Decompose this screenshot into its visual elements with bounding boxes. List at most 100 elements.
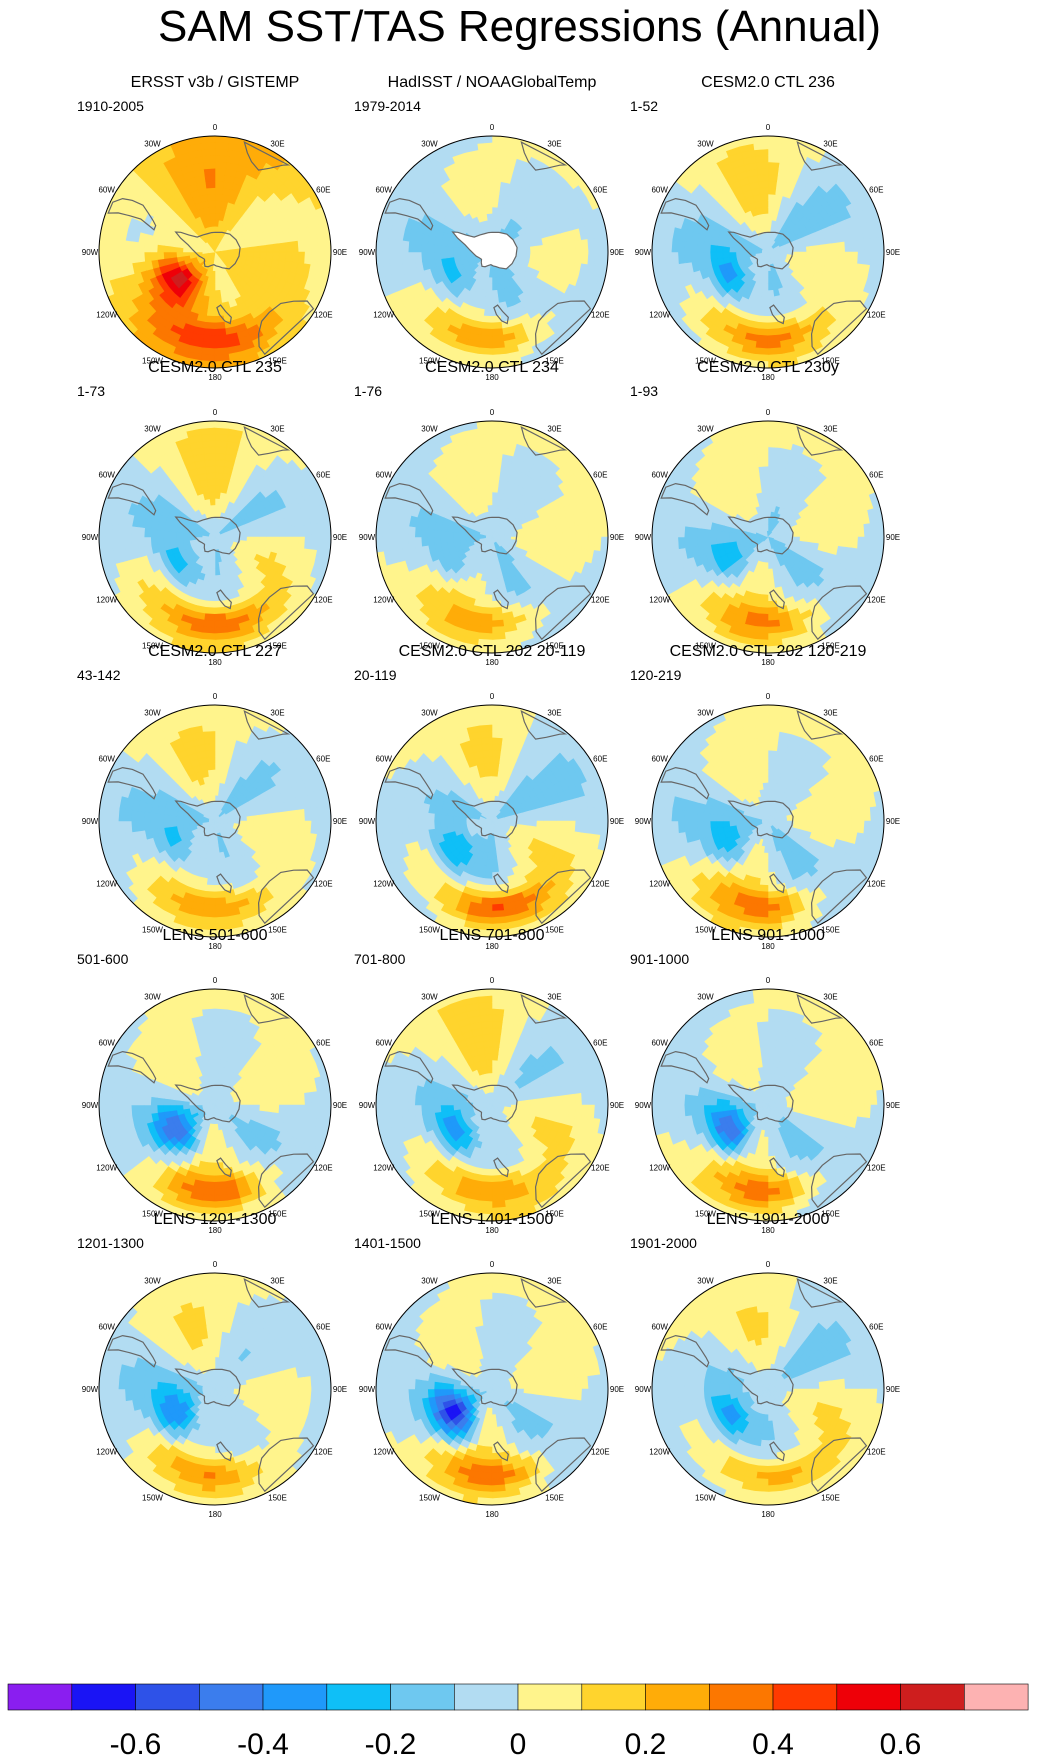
antarctica-coastline xyxy=(174,231,241,270)
regression-cell xyxy=(99,251,107,268)
longitude-label: 120W xyxy=(373,311,394,320)
regression-cell xyxy=(764,510,769,519)
longitude-label: 60E xyxy=(316,186,330,195)
longitude-label: 30W xyxy=(144,425,161,434)
regression-cell xyxy=(491,555,496,564)
panel-period: 1910-2005 xyxy=(77,98,144,114)
longitude-label: 30E xyxy=(547,140,561,149)
longitude-label: 60W xyxy=(375,186,392,195)
panel-title: CESM2.0 CTL 235 xyxy=(148,359,282,376)
coastline xyxy=(216,304,232,325)
longitude-label: 120E xyxy=(867,311,886,320)
longitude-label: 30E xyxy=(547,425,561,434)
map-panel: 0 30E 60E 90E 120E 150E 180 150W 120W 90W 60W 30W CE… xyxy=(618,359,918,669)
regression-cell xyxy=(491,360,508,368)
longitude-label: 30W xyxy=(421,140,438,149)
longitude-label: 150W xyxy=(419,356,440,365)
panel-title: HadISST / NOAAGlobalTemp xyxy=(387,74,597,91)
coastline xyxy=(534,300,592,356)
map-panel: 0 30E 60E 90E 120E 150E 180 150W 120W 90W 60W 30W CE… xyxy=(65,359,365,669)
longitude-label: 30W xyxy=(421,425,438,434)
regression-cell xyxy=(199,136,216,144)
panel-period: 1-76 xyxy=(354,383,383,399)
longitude-label: 0 xyxy=(490,408,495,417)
antarctica-coastline xyxy=(451,231,518,270)
map-panel: 0 30E 60E 90E 120E 150E 180 150W 120W 90W 60W 30W Ha… xyxy=(342,74,642,384)
longitude-label: 0 xyxy=(213,408,218,417)
coastline xyxy=(257,300,315,356)
longitude-label: 30E xyxy=(823,140,837,149)
longitude-label: 120W xyxy=(649,311,670,320)
longitude-label: 90W xyxy=(82,533,99,542)
longitude-label: 0 xyxy=(213,123,218,132)
regression-cell xyxy=(767,555,772,564)
regression-cell xyxy=(376,251,384,268)
longitude-label: 60W xyxy=(651,186,668,195)
longitude-label: 30W xyxy=(697,140,714,149)
longitude-label: 120W xyxy=(96,311,117,320)
polar-map: 0 30E 60E 90E 120E 150E 180 150W 120W 90W 60W 30W xyxy=(359,123,624,382)
longitude-label: 120E xyxy=(314,596,333,605)
map-border xyxy=(98,135,332,369)
longitude-label: 150E xyxy=(268,356,287,365)
longitude-label: 150W xyxy=(142,356,163,365)
regression-cell xyxy=(214,360,231,368)
longitude-label: 120E xyxy=(314,311,333,320)
longitude-label: 180 xyxy=(208,373,222,382)
regression-cell xyxy=(211,510,216,519)
coastline xyxy=(107,197,157,231)
regression-cell xyxy=(764,225,769,234)
longitude-label: 90W xyxy=(359,248,376,257)
longitude-label: 60E xyxy=(593,186,607,195)
longitude-label: 150E xyxy=(545,356,564,365)
longitude-label: 60W xyxy=(98,471,115,480)
panel-period: 1-73 xyxy=(77,383,106,399)
regression-cell xyxy=(488,510,493,519)
regression-cell xyxy=(214,270,219,279)
longitude-label: 90W xyxy=(635,248,652,257)
longitude-label: 0 xyxy=(766,123,771,132)
polar-map: 0 30E 60E 90E 120E 150E 180 150W 120W 90W 60W 30W xyxy=(82,123,347,382)
longitude-label: 0 xyxy=(490,123,495,132)
regression-cell xyxy=(323,236,331,253)
regression-cell xyxy=(767,270,772,279)
map-panel: 0 30E 60E 90E 120E 150E 180 150W 120W 90W 60W 30W CE… xyxy=(342,359,642,669)
coastline xyxy=(493,304,509,325)
longitude-label: 90E xyxy=(333,248,347,257)
longitude-label: 180 xyxy=(485,373,499,382)
regression-cell xyxy=(476,136,493,144)
regression-cell xyxy=(491,270,496,279)
panel-period: 1979-2014 xyxy=(354,98,421,114)
regression-cell xyxy=(214,555,219,564)
longitude-label: 90W xyxy=(359,533,376,542)
longitude-label: 120W xyxy=(373,596,394,605)
longitude-label: 90W xyxy=(82,248,99,257)
coastline xyxy=(520,141,568,171)
regression-cell xyxy=(211,225,216,234)
coastline xyxy=(243,141,291,171)
longitude-label: 30W xyxy=(144,140,161,149)
longitude-label: 30E xyxy=(270,425,284,434)
longitude-label: 60E xyxy=(316,471,330,480)
panel-title: CESM2.0 CTL 236 xyxy=(701,74,835,91)
figure-title: SAM SST/TAS Regressions (Annual) xyxy=(158,2,881,51)
longitude-label: 30E xyxy=(270,140,284,149)
panel-title: ERSST v3b / GISTEMP xyxy=(130,74,300,91)
longitude-label: 90E xyxy=(610,248,624,257)
regression-cell xyxy=(488,225,493,234)
map-panel: 0 30E 60E 90E 120E 150E 180 150W 120W 90W 60W 30W ER… xyxy=(65,74,365,384)
regression-cell xyxy=(600,236,608,253)
longitude-label: 120E xyxy=(591,596,610,605)
map-border xyxy=(375,135,609,369)
longitude-label: 120W xyxy=(96,596,117,605)
longitude-label: 60E xyxy=(869,186,883,195)
map-panel: 0 30E 60E 90E 120E 150E 180 150W 120W 90W 60W 30W CE… xyxy=(618,74,918,384)
longitude-label: 60W xyxy=(98,186,115,195)
panel-title: CESM2.0 CTL 234 xyxy=(425,359,559,376)
longitude-label: 120E xyxy=(591,311,610,320)
longitude-label: 90E xyxy=(886,248,900,257)
